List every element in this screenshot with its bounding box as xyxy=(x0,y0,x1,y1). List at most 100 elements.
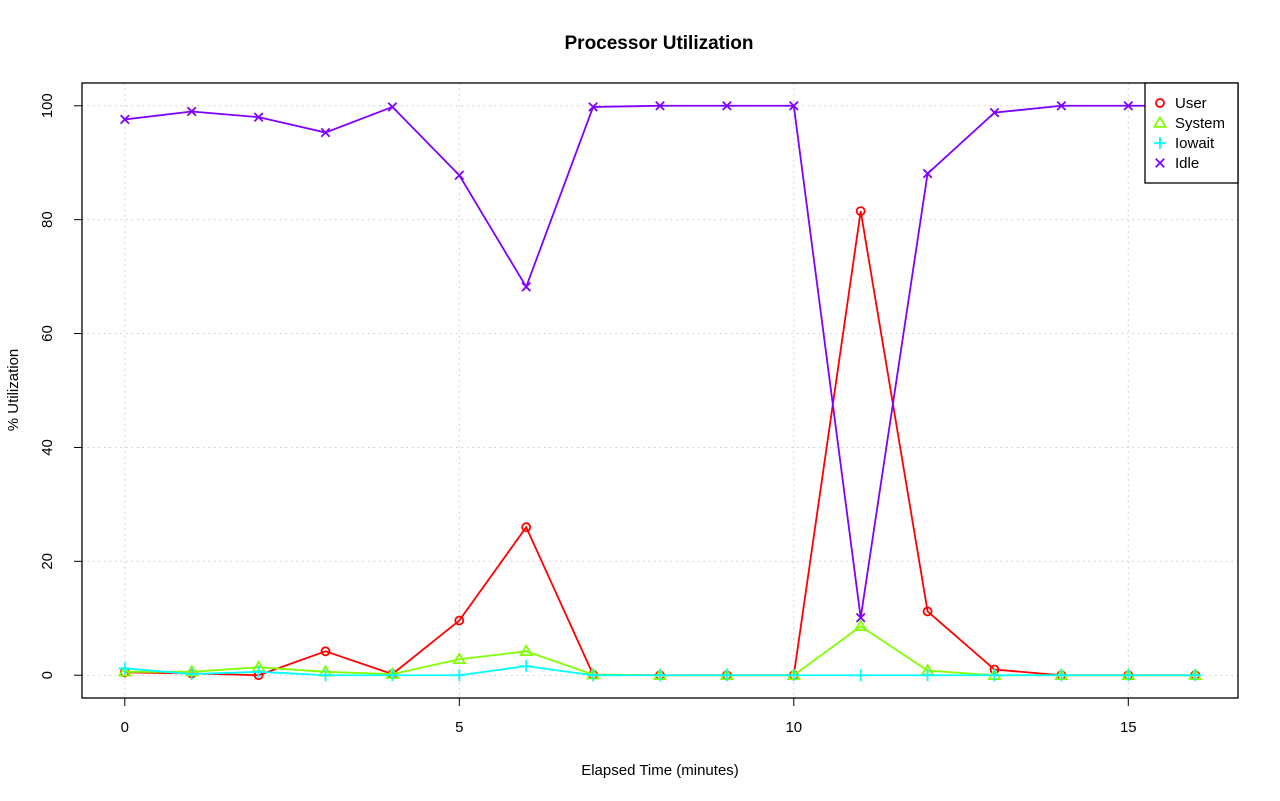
data-point-iowait xyxy=(1122,669,1135,682)
x-axis-label: Elapsed Time (minutes) xyxy=(581,762,739,779)
legend-marker-iowait xyxy=(1154,137,1166,149)
data-point-user xyxy=(521,522,532,533)
marker-cross-b xyxy=(1056,100,1067,111)
legend-marker-system xyxy=(1152,115,1168,128)
data-point-idle xyxy=(253,112,264,123)
series-line-idle xyxy=(124,104,1196,618)
y-axis-label: % Utilization xyxy=(5,349,22,432)
marker-circle xyxy=(855,206,866,217)
marker-circle xyxy=(521,522,532,533)
data-point-user xyxy=(454,615,465,626)
y-tick-label: 40 xyxy=(39,439,56,456)
data-point-user xyxy=(922,606,933,617)
grid xyxy=(82,83,1238,698)
legend-label-idle: Idle xyxy=(1175,155,1199,172)
marker-cross-b xyxy=(454,170,465,181)
marker-cross-b xyxy=(320,127,331,138)
legend-marker-idle xyxy=(1155,158,1165,168)
data-point-iowait xyxy=(520,660,533,673)
marker-circle xyxy=(320,646,331,657)
legend-item-idle: Idle xyxy=(1155,155,1199,172)
data-point-iowait xyxy=(319,669,332,682)
x-tick-label: 15 xyxy=(1120,719,1137,736)
data-point-idle xyxy=(588,102,598,112)
data-point-idle xyxy=(1056,100,1067,111)
data-point-idle xyxy=(989,107,1000,118)
legend-label-iowait: Iowait xyxy=(1175,135,1215,152)
legend-item-user: User xyxy=(1155,95,1207,112)
marker-cross-b xyxy=(387,102,398,112)
data-point-iowait xyxy=(654,669,666,682)
y-tick-label: 80 xyxy=(39,211,56,228)
marker-cross-b xyxy=(521,282,532,292)
data-point-idle xyxy=(1123,100,1134,111)
data-point-iowait xyxy=(118,662,131,675)
data-point-iowait xyxy=(787,669,800,682)
x-tick-label: 0 xyxy=(121,719,129,736)
data-point-idle xyxy=(119,114,130,125)
y-axis: 0 20 40 60 80 100 xyxy=(39,93,82,679)
data-point-system xyxy=(452,652,467,665)
x-axis: 0 5 10 15 xyxy=(121,698,1137,736)
series-idle xyxy=(119,100,1201,623)
y-tick-label: 20 xyxy=(39,553,56,570)
data-point-idle xyxy=(320,127,331,138)
legend-label-user: User xyxy=(1175,95,1207,112)
marker-cross-b xyxy=(1123,100,1134,111)
series-iowait xyxy=(118,660,1202,682)
marker-triangle xyxy=(853,618,868,631)
plot-area xyxy=(81,82,1239,699)
data-point-iowait xyxy=(720,669,733,682)
y-tick-label: 100 xyxy=(39,93,56,118)
marker-circle xyxy=(922,606,933,617)
data-point-idle xyxy=(788,100,799,111)
marker-cross-b xyxy=(1155,158,1165,168)
marker-cross-b xyxy=(722,100,732,111)
marker-circle xyxy=(1155,98,1165,108)
data-point-iowait xyxy=(921,669,934,682)
marker-triangle xyxy=(452,652,467,665)
data-point-iowait xyxy=(587,669,600,682)
marker-cross-b xyxy=(119,114,130,125)
legend-label-system: System xyxy=(1175,115,1225,132)
data-point-system xyxy=(519,644,534,657)
data-point-user xyxy=(320,646,331,657)
x-tick-label: 10 xyxy=(785,719,802,736)
x-tick-label: 5 xyxy=(455,719,463,736)
y-tick-label: 60 xyxy=(39,325,56,342)
data-point-idle xyxy=(722,100,732,111)
data-point-iowait xyxy=(386,669,399,682)
marker-cross-b xyxy=(922,168,933,179)
legend-item-system: System xyxy=(1152,115,1225,132)
data-point-system xyxy=(853,618,868,631)
data-point-idle xyxy=(186,106,197,117)
data-point-iowait xyxy=(988,669,1001,682)
legend-marker-user xyxy=(1155,98,1165,108)
marker-triangle xyxy=(117,664,132,677)
legend: User System Iowait Idle xyxy=(1144,82,1239,184)
marker-cross-b xyxy=(788,100,799,111)
marker-cross-b xyxy=(186,106,197,117)
marker-cross-b xyxy=(989,107,1000,118)
chart-title: Processor Utilization xyxy=(565,33,754,54)
data-point-iowait xyxy=(1055,669,1068,682)
series-lines xyxy=(117,100,1203,682)
data-point-idle xyxy=(655,100,665,111)
legend-item-iowait: Iowait xyxy=(1154,135,1215,152)
data-point-idle xyxy=(855,612,866,623)
data-point-iowait xyxy=(453,669,466,682)
marker-cross-b xyxy=(253,112,264,123)
marker-triangle xyxy=(519,644,534,657)
series-line-user xyxy=(124,210,1196,677)
data-point-idle xyxy=(387,102,398,112)
data-point-iowait xyxy=(252,665,265,678)
marker-cross-b xyxy=(588,102,598,112)
series-line-system xyxy=(124,625,1196,677)
y-tick-label: 0 xyxy=(39,671,56,679)
data-point-idle xyxy=(521,282,532,292)
data-point-iowait xyxy=(854,669,867,682)
data-point-iowait xyxy=(185,668,198,681)
data-point-idle xyxy=(454,170,465,181)
series-user xyxy=(119,206,1201,681)
